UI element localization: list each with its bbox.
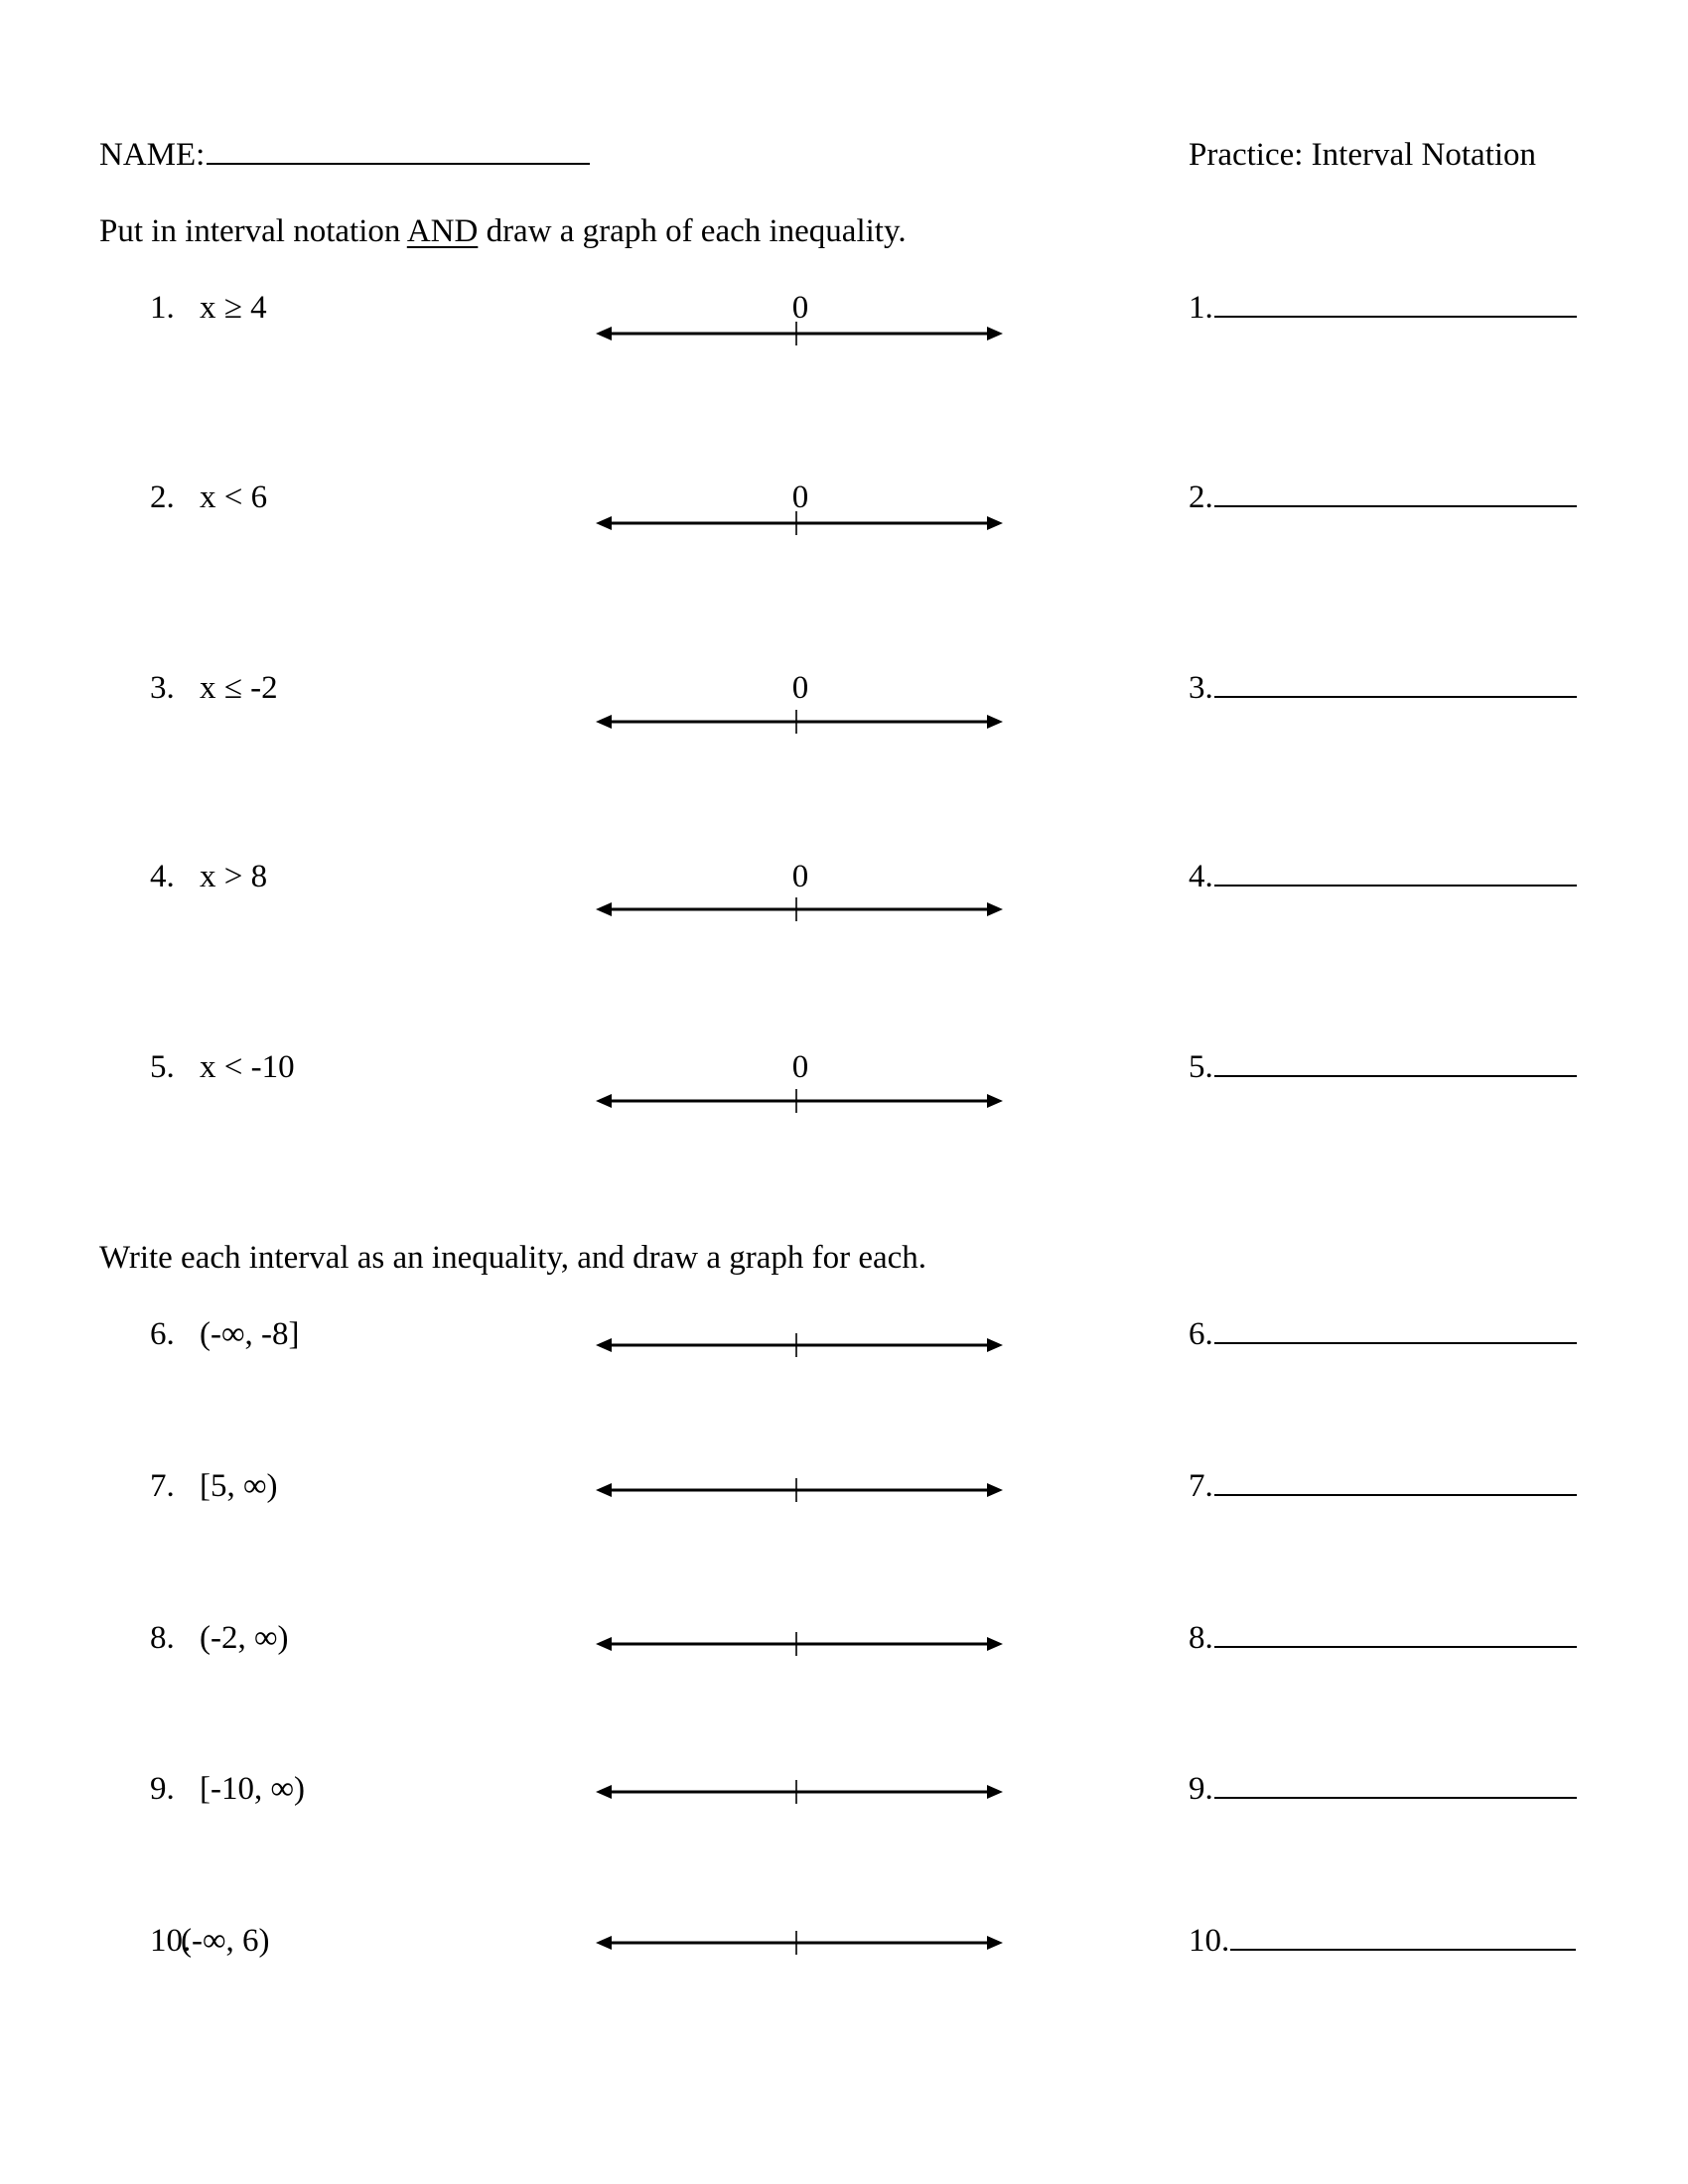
- number-line-8[interactable]: [596, 1629, 1003, 1659]
- number-line-5[interactable]: [596, 1086, 1003, 1116]
- answer-blank-line[interactable]: [1213, 1494, 1577, 1496]
- answer-label: 10.: [1189, 1923, 1230, 1959]
- answer-2[interactable]: 2.: [1189, 481, 1577, 514]
- problem-8: 8. (-2, ∞): [150, 1622, 289, 1655]
- problem-number: 4.: [150, 859, 175, 894]
- answer-label: 8.: [1189, 1620, 1213, 1656]
- problem-2: 2. x < 6: [150, 481, 267, 514]
- problem-number: 1.: [150, 290, 175, 326]
- problem-5: 5. x < -10: [150, 1051, 295, 1084]
- problem-expression: [5, ∞): [200, 1468, 278, 1504]
- problem-expression: (-∞, -8]: [200, 1316, 300, 1352]
- number-line-7[interactable]: [596, 1475, 1003, 1505]
- answer-3[interactable]: 3.: [1189, 672, 1577, 705]
- problem-expression: x < 6: [200, 479, 268, 515]
- answer-label: 1.: [1189, 290, 1213, 326]
- answer-label: 6.: [1189, 1316, 1213, 1352]
- problem-expression: x < -10: [200, 1049, 295, 1085]
- emphasis-and: AND: [406, 213, 479, 249]
- answer-blank-line[interactable]: [1213, 505, 1577, 507]
- problem-expression: x ≥ 4: [200, 290, 267, 326]
- answer-label: 2.: [1189, 479, 1213, 515]
- answer-8[interactable]: 8.: [1189, 1622, 1577, 1655]
- problem-number: 8.: [150, 1620, 175, 1656]
- answer-blank-line[interactable]: [1213, 1342, 1577, 1344]
- page-title: Practice: Interval Notation: [1189, 137, 1537, 173]
- answer-6[interactable]: 6.: [1189, 1318, 1577, 1351]
- number-line-1[interactable]: [596, 319, 1003, 348]
- answer-blank-line[interactable]: [1213, 316, 1577, 318]
- answer-blank-line[interactable]: [1213, 696, 1577, 698]
- section1-instruction: Put in interval notation AND draw a grap…: [99, 213, 907, 249]
- answer-9[interactable]: 9.: [1189, 1773, 1577, 1806]
- problem-4: 4. x > 8: [150, 861, 267, 893]
- number-line-9[interactable]: [596, 1777, 1003, 1807]
- answer-label: 7.: [1189, 1468, 1213, 1504]
- problem-number: 3.: [150, 670, 175, 706]
- problem-number: 10.: [150, 1923, 192, 1959]
- answer-label: 9.: [1189, 1771, 1213, 1807]
- problem-expression: (-∞, 6): [181, 1923, 270, 1959]
- name-field[interactable]: NAME:: [99, 137, 591, 173]
- problem-10: 10.(-∞, 6): [150, 1925, 270, 1958]
- origin-label: 0: [791, 290, 809, 326]
- problem-number: 6.: [150, 1316, 175, 1352]
- answer-label: 3.: [1189, 670, 1213, 706]
- problem-1: 1. x ≥ 4: [150, 292, 267, 325]
- number-line-10[interactable]: [596, 1928, 1003, 1958]
- origin-label: 0: [791, 670, 809, 706]
- answer-10[interactable]: 10.: [1189, 1923, 1577, 1959]
- answer-blank-line[interactable]: [1230, 1949, 1577, 1951]
- number-line-4[interactable]: [596, 894, 1003, 924]
- answer-5[interactable]: 5.: [1189, 1051, 1577, 1084]
- problem-7: 7. [5, ∞): [150, 1470, 278, 1503]
- problem-number: 2.: [150, 479, 175, 515]
- number-line-3[interactable]: [596, 707, 1003, 737]
- answer-1[interactable]: 1.: [1189, 292, 1577, 325]
- problem-6: 6. (-∞, -8]: [150, 1318, 299, 1351]
- origin-label: 0: [791, 859, 809, 894]
- answer-blank-line[interactable]: [1213, 1075, 1577, 1077]
- problem-number: 5.: [150, 1049, 175, 1085]
- origin-label: 0: [791, 1049, 809, 1085]
- answer-blank-line[interactable]: [1213, 885, 1577, 887]
- problem-expression: x ≤ -2: [200, 670, 278, 706]
- problem-expression: (-2, ∞): [200, 1620, 289, 1656]
- answer-label: 5.: [1189, 1049, 1213, 1085]
- answer-label: 4.: [1189, 859, 1213, 894]
- origin-label: 0: [791, 479, 809, 515]
- number-line-6[interactable]: [596, 1330, 1003, 1360]
- number-line-2[interactable]: [596, 508, 1003, 538]
- answer-7[interactable]: 7.: [1189, 1470, 1577, 1503]
- answer-blank-line[interactable]: [1213, 1797, 1577, 1799]
- answer-4[interactable]: 4.: [1189, 861, 1577, 893]
- name-blank-line[interactable]: [207, 163, 591, 165]
- problem-expression: x > 8: [200, 859, 268, 894]
- answer-blank-line[interactable]: [1213, 1646, 1577, 1648]
- section2-instruction: Write each interval as an inequality, an…: [99, 1240, 927, 1276]
- name-label: NAME:: [99, 137, 206, 173]
- problem-number: 7.: [150, 1468, 175, 1504]
- problem-3: 3. x ≤ -2: [150, 672, 278, 705]
- problem-expression: [-10, ∞): [200, 1771, 305, 1807]
- problem-9: 9. [-10, ∞): [150, 1773, 305, 1806]
- problem-number: 9.: [150, 1771, 175, 1807]
